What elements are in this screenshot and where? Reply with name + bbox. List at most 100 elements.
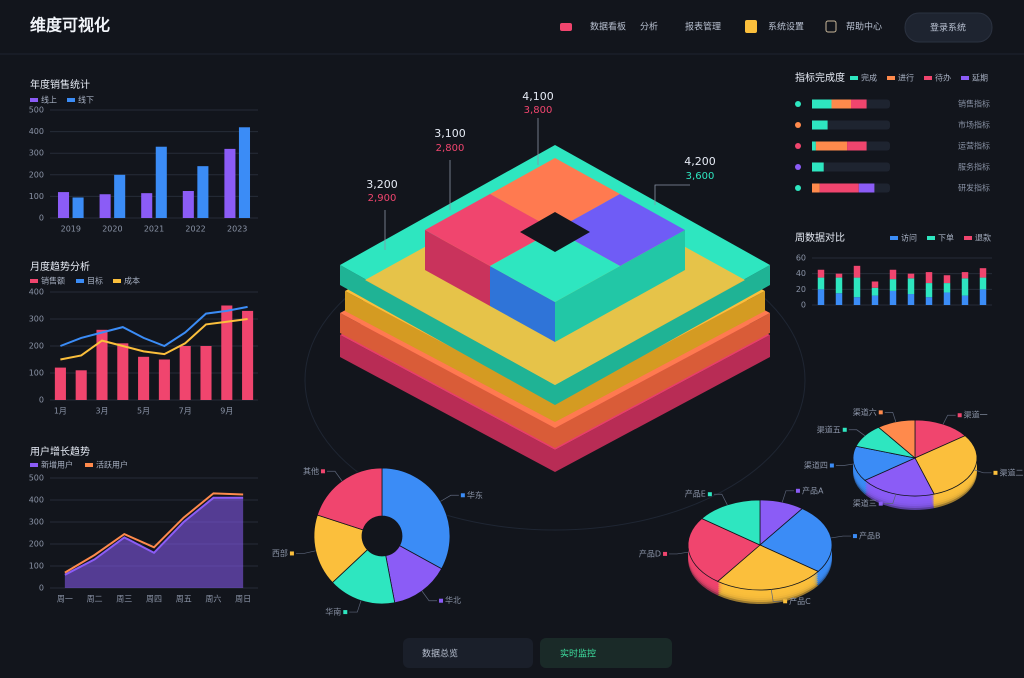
area [64, 497, 244, 588]
legend-swatch [30, 279, 38, 283]
slice-label: 渠道三 [853, 498, 877, 508]
bar-segment [817, 277, 825, 290]
bar-segment [835, 273, 843, 278]
line [60, 305, 248, 348]
slice-label: 渠道四 [804, 460, 828, 470]
bar-segment [812, 183, 820, 193]
legend-label: 下单 [938, 233, 954, 243]
legend-swatch [113, 279, 121, 283]
legend-swatch [76, 279, 84, 283]
bar-segment [817, 289, 825, 305]
bar [238, 127, 251, 218]
bar-segment [871, 295, 879, 305]
leader-line [349, 600, 362, 613]
label-swatch [795, 488, 800, 493]
bar-segment [812, 141, 816, 151]
nav-item[interactable]: 系统设置 [768, 21, 804, 33]
bar-segment [817, 269, 825, 278]
slice-label: 产品B [859, 531, 881, 541]
leader-line [942, 414, 956, 425]
bar-segment [812, 120, 828, 130]
pie-slice [701, 499, 761, 546]
bar [75, 370, 87, 400]
legend-label: 进行 [898, 73, 914, 83]
nav-item[interactable]: 报表管理 [685, 21, 721, 33]
legend-label: 成本 [124, 276, 140, 286]
x-tick-label: 7月 [179, 407, 192, 416]
nav-item[interactable]: 数据看板 [590, 21, 626, 33]
label-swatch [852, 534, 857, 539]
label-swatch [343, 610, 348, 615]
slice-label: 产品C [789, 596, 811, 606]
row-dot [795, 122, 801, 128]
chart-title: 月度趋势分析 [30, 260, 90, 273]
y-tick-label: 0 [801, 301, 806, 310]
label-swatch [993, 470, 998, 475]
label-swatch [460, 493, 465, 498]
nav-item[interactable]: 帮助中心 [846, 21, 882, 33]
bar-segment [925, 272, 933, 284]
label-swatch [707, 492, 712, 497]
footer-label[interactable]: 数据总览 [422, 648, 458, 660]
x-tick-label: 3月 [95, 407, 108, 416]
row-dot [795, 185, 801, 191]
bar [158, 359, 170, 400]
callout-sub: 2,900 [368, 193, 397, 204]
x-tick-label: 周二 [87, 595, 103, 604]
legend-swatch [890, 236, 898, 240]
legend-label: 退款 [975, 233, 991, 243]
slice-label: 产品A [802, 485, 824, 495]
legend-label: 活跃用户 [96, 460, 128, 470]
footer-label[interactable]: 实时监控 [560, 648, 596, 660]
line [60, 318, 248, 361]
legend-swatch [961, 76, 969, 80]
y-tick-label: 500 [29, 474, 44, 483]
login-button[interactable] [904, 12, 993, 43]
bar-segment [961, 295, 969, 305]
x-tick-label: 周日 [235, 595, 251, 604]
y-tick-label: 0 [39, 584, 44, 593]
slice-label: 渠道六 [853, 407, 877, 417]
row-dot [795, 143, 801, 149]
iso-hole [520, 212, 590, 252]
slice-label: 华北 [445, 595, 461, 605]
legend-label: 销售额 [41, 276, 65, 286]
leader-line [295, 550, 316, 554]
donut-slice [313, 514, 368, 584]
slice-label: 产品E [685, 489, 706, 499]
bar [138, 356, 150, 400]
leader-line [884, 494, 897, 505]
slice-label: 西部 [272, 548, 288, 558]
chart-title: 用户增长趋势 [30, 445, 90, 458]
y-tick-label: 300 [29, 149, 44, 158]
legend-swatch [924, 76, 932, 80]
pie-slice [914, 435, 978, 495]
bar-segment [871, 287, 879, 296]
y-tick-label: 100 [29, 562, 44, 571]
nav-item[interactable]: 分析 [640, 21, 658, 33]
iso-block-side [490, 266, 555, 342]
slice-label: 产品D [639, 548, 661, 558]
bar [197, 166, 209, 218]
footer-pill[interactable] [540, 638, 672, 668]
chart-title: 年度销售统计 [30, 78, 90, 91]
legend-label: 新增用户 [41, 460, 73, 470]
legend-label: 延期 [972, 73, 988, 83]
footer-pill[interactable] [403, 638, 533, 668]
legend-swatch [964, 236, 972, 240]
bar-segment [835, 293, 843, 305]
leader-line [884, 411, 897, 422]
bar [57, 192, 70, 218]
legend-label: 访问 [901, 233, 917, 243]
nav-icon [560, 23, 572, 31]
x-tick-label: 1月 [54, 407, 67, 416]
x-tick-label: 2023 [227, 225, 247, 234]
login-button-label[interactable]: 登录系统 [930, 22, 966, 34]
callout-value: 4,200 [684, 155, 716, 168]
label-swatch [878, 410, 883, 415]
iso-graphic [304, 118, 806, 531]
label-swatch [783, 599, 788, 604]
track [812, 162, 890, 172]
row-dot [795, 164, 801, 170]
line [64, 496, 244, 576]
